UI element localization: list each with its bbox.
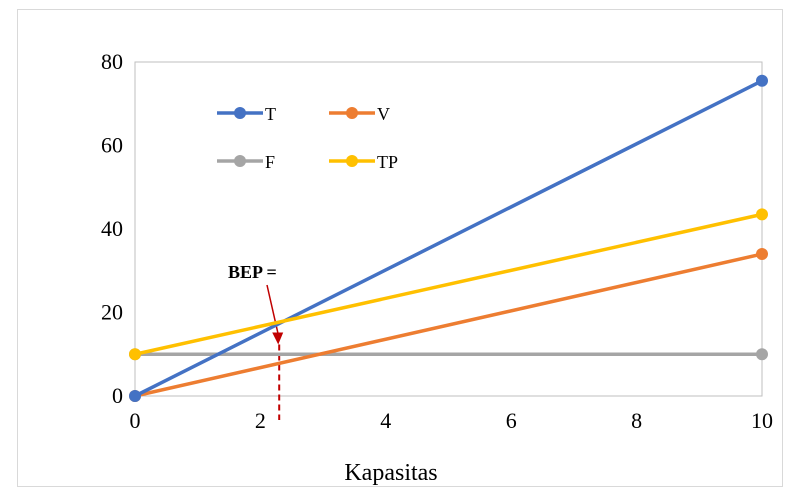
series-line-V [133,252,764,398]
x-tick-label-5: 10 [751,408,773,433]
bep-label: BEP = [228,262,277,282]
annotation-layer: BEP = [228,262,284,420]
point-T-0 [129,390,141,402]
legend-label-V: V [377,104,390,124]
legend-label-TP: TP [377,152,398,172]
point-TP-1 [756,208,768,221]
x-tick-label-4: 8 [631,408,642,433]
y-tick-label-3: 60 [101,133,123,158]
plot-area-border [134,61,763,397]
bep-arrow-head [272,332,284,345]
legend-swatch-marker-T [234,107,246,119]
chart-frame [17,9,783,487]
axes: 0 20 40 60 80 0 2 4 6 8 10 [101,49,773,433]
point-T-1 [756,74,768,87]
legend-label-T: T [265,104,276,124]
point-TP-0 [129,348,141,361]
legend: T V F TP [217,104,398,172]
x-axis-label: Kapasitas [344,460,437,486]
legend-swatch-marker-TP [346,155,358,167]
series-line-TP [133,212,764,356]
legend-swatch-marker-V [346,107,358,119]
legend-label-F: F [265,152,275,172]
series-line-T [133,79,764,398]
legend-swatch-marker-F [234,155,246,167]
x-tick-label-0: 0 [130,408,141,433]
y-tick-label-0: 0 [112,383,123,408]
y-tick-label-2: 40 [101,216,123,241]
x-tick-label-3: 6 [506,408,517,433]
x-tick-label-1: 2 [255,408,266,433]
series-layer [129,74,768,402]
y-tick-label-1: 20 [101,300,123,325]
x-tick-label-2: 4 [380,408,391,433]
point-F-1 [756,348,768,361]
y-tick-label-4: 80 [101,49,123,74]
point-V-1 [756,248,768,261]
